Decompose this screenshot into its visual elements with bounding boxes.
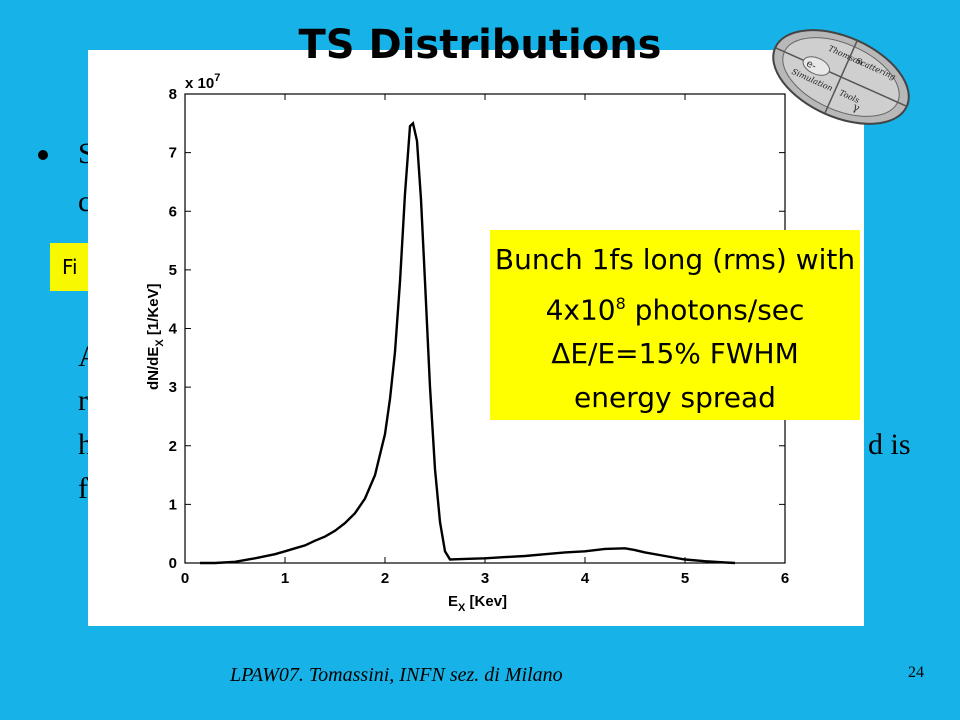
y-multiplier-label: x 107 [185, 72, 220, 92]
x-tick-label: 2 [381, 570, 389, 587]
bg-text-fragment: f [78, 472, 88, 505]
y-tick-label: 2 [169, 438, 177, 455]
callout-line: Bunch 1fs long (rms) with [494, 243, 856, 276]
callout-box: Bunch 1fs long (rms) with 4x108 photons/… [490, 230, 860, 420]
spectrum-line [200, 120, 736, 565]
callout-line: 4x108 photons/sec [545, 293, 805, 327]
x-tick-label: 0 [181, 570, 189, 587]
x-tick-label: 6 [781, 570, 789, 587]
logo-image: e- γ Thomson Scattering Simulation Tools [766, 24, 916, 130]
svg-text:e-: e- [804, 58, 818, 72]
svg-text:γ: γ [851, 100, 863, 115]
y-tick-label: 5 [169, 262, 177, 279]
x-tick-label: 1 [281, 570, 289, 587]
page-number: 24 [908, 664, 924, 681]
y-tick-label: 4 [169, 321, 178, 338]
x-axis-label: EX [Kev] [448, 593, 507, 614]
y-tick-label: 6 [169, 203, 177, 220]
y-tick-label: 0 [169, 555, 177, 572]
bullet-dot [38, 150, 48, 160]
bg-text-fragment: c [78, 185, 92, 218]
x-tick-label: 5 [681, 570, 689, 587]
page-title: TS Distributions [298, 22, 662, 68]
bg-text-fragment: d is [868, 428, 911, 461]
y-tick-label: 3 [169, 379, 177, 396]
y-tick-label: 1 [169, 496, 177, 513]
y-axis-label: dN/dEX [1/KeV] [145, 283, 166, 390]
footer-text: LPAW07. Tomassini, INFN sez. di Milano [230, 664, 563, 686]
callout-line: ΔE/E=15% FWHM [551, 337, 799, 371]
x-tick-label: 3 [481, 570, 489, 587]
bg-text-fragment: r [78, 384, 88, 417]
callout-line: energy spread [574, 381, 776, 415]
y-tick-label: 7 [169, 145, 177, 162]
y-tick-label: 8 [169, 86, 177, 103]
x-tick-label: 4 [581, 570, 590, 587]
